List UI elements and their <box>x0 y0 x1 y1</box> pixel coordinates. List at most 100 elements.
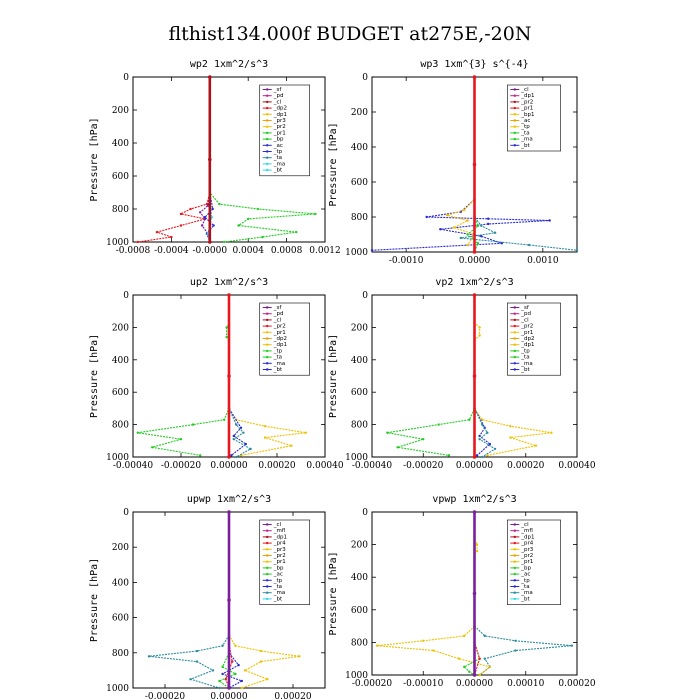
data-point <box>422 639 425 642</box>
data-point <box>227 686 231 690</box>
data-point <box>240 686 243 690</box>
legend-entry: _dp1 <box>273 342 287 348</box>
data-point <box>223 240 226 244</box>
legend-marker <box>266 324 269 328</box>
data-point <box>486 431 489 434</box>
data-point <box>195 649 199 653</box>
legend-marker <box>513 529 516 532</box>
data-point <box>445 214 449 217</box>
x-tick-label: -0.00020 <box>161 461 202 471</box>
y-tick-label: 0 <box>123 73 129 83</box>
legend-entry: _ta <box>520 130 529 136</box>
x-tick-label: 0.00040 <box>558 461 595 471</box>
legend-marker <box>513 362 516 365</box>
data-point <box>208 75 212 79</box>
data-point <box>218 202 221 206</box>
legend-entry: _pr2 <box>273 124 286 130</box>
y-tick-label: 800 <box>112 649 129 659</box>
data-point <box>234 672 237 676</box>
y-tick-label: 0 <box>362 291 368 301</box>
data-point <box>472 250 477 254</box>
legend-entry: _ac <box>520 572 530 578</box>
legend-marker <box>266 566 269 570</box>
y-tick-label: 200 <box>351 541 368 551</box>
data-point <box>263 436 267 439</box>
data-point <box>191 423 195 426</box>
legend-marker <box>266 318 269 322</box>
legend-entry: _pr1 <box>520 330 533 336</box>
series-line-pr2 <box>445 77 476 246</box>
legend-marker <box>513 119 516 122</box>
data-point <box>370 249 374 252</box>
legend-marker <box>513 125 516 128</box>
data-point <box>509 425 512 428</box>
legend-entry: _pr3 <box>520 547 534 553</box>
legend-entry: _ma <box>520 361 532 367</box>
legend-marker <box>513 343 516 346</box>
data-point <box>206 204 210 207</box>
data-point <box>437 423 440 426</box>
legend-entry: _pr3 <box>273 547 287 553</box>
y-tick-label: 400 <box>112 139 129 149</box>
data-point <box>478 657 481 660</box>
data-point <box>249 447 252 451</box>
x-tick-label: -0.00020 <box>145 692 186 700</box>
data-point <box>480 455 484 459</box>
chart-panel-1: wp2 1xm^2/s^3 Pressure [hPa] 0 200 400 600 800… <box>89 59 341 256</box>
data-point <box>211 207 214 211</box>
legend-marker <box>266 100 269 104</box>
y-tick-label: 800 <box>351 421 368 431</box>
data-point <box>457 657 461 660</box>
legend-marker <box>513 318 516 322</box>
data-point <box>225 335 228 339</box>
x-tick-label: 0.0000 <box>459 256 491 266</box>
legend-entry: _pr2 <box>273 324 286 330</box>
x-tick-label: 0.00020 <box>258 461 295 471</box>
legend-entry: _tp <box>520 124 530 130</box>
data-point <box>463 665 466 669</box>
data-point <box>480 224 483 227</box>
series-line-dp2 <box>137 295 230 456</box>
data-point <box>480 423 484 426</box>
x-tick-label: 0.00020 <box>507 461 544 471</box>
legend-entry: _pr4 <box>273 541 287 547</box>
data-point <box>298 655 301 658</box>
legend-marker <box>266 331 269 334</box>
data-point <box>266 678 269 681</box>
data-point <box>221 672 224 676</box>
y-tick-label: 1000 <box>106 453 129 463</box>
legend-entry: _ac <box>273 572 283 578</box>
legend-entry: _mfl <box>273 528 286 534</box>
y-tick-label: 600 <box>112 388 129 398</box>
data-point <box>480 418 484 421</box>
legend-marker <box>513 337 516 340</box>
data-point <box>439 228 442 231</box>
data-point <box>195 660 199 663</box>
data-point <box>509 436 512 439</box>
data-point <box>221 665 224 669</box>
data-point <box>486 222 490 226</box>
y-tick-label: 200 <box>112 106 129 116</box>
legend-entry: _sf <box>273 305 283 311</box>
legend-marker <box>513 368 516 371</box>
legend-entry: _pd <box>520 311 531 317</box>
data-point <box>472 293 477 297</box>
legend-marker <box>266 349 269 353</box>
panel-title: vp2 1xm^2/s^3 <box>435 277 513 288</box>
legend-marker <box>513 331 516 334</box>
data-point <box>375 644 379 647</box>
data-point <box>575 249 579 252</box>
legend-marker <box>266 150 269 153</box>
data-point <box>478 673 481 677</box>
x-tick-label: -0.00010 <box>403 679 444 689</box>
y-tick-label: 0 <box>123 291 129 301</box>
y-tick-label: 400 <box>112 356 129 366</box>
legend-entry: _ma <box>273 161 285 167</box>
data-point <box>466 233 469 236</box>
legend-entry: _cl <box>273 522 282 528</box>
series-line-dp1 <box>473 512 481 676</box>
data-point <box>155 230 159 234</box>
y-tick-label: 1000 <box>345 453 368 463</box>
legend-entry: _pr3 <box>273 118 287 124</box>
